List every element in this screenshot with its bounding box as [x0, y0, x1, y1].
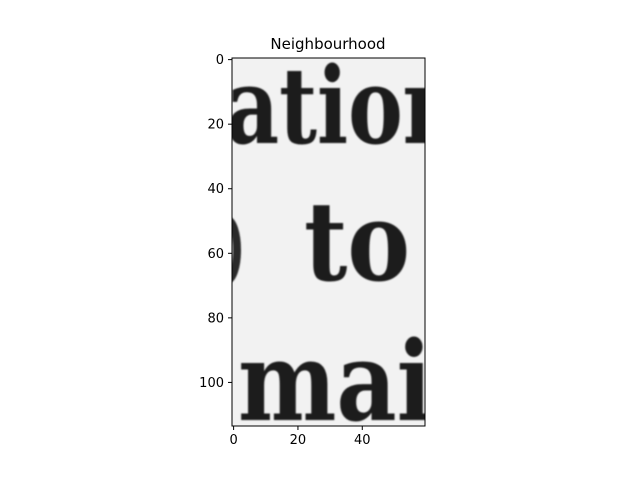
y-tick-label: 40 — [207, 182, 224, 197]
y-tick-label: 0 — [216, 53, 224, 68]
image-text-line-3: mai — [238, 317, 432, 446]
x-tick-label: 40 — [354, 433, 371, 448]
x-tick-label: 0 — [229, 433, 237, 448]
image-background — [232, 58, 425, 426]
image-partial-glyph-left — [232, 217, 241, 283]
y-tick-label: 80 — [207, 311, 224, 326]
x-axis: 0 20 40 — [229, 426, 371, 448]
y-axis: 0 20 40 60 80 100 — [199, 53, 232, 391]
image-text-line-2: to — [304, 177, 410, 306]
y-tick-label: 60 — [207, 247, 224, 262]
chart-title: Neighbourhood — [270, 35, 385, 53]
y-tick-label: 20 — [207, 118, 224, 133]
image-text-line-1: atior — [226, 43, 447, 168]
image-plot-area: atior to mai — [226, 43, 447, 446]
x-tick-label: 20 — [290, 433, 307, 448]
plot-frame — [231, 57, 426, 427]
y-tick-label: 100 — [199, 376, 224, 391]
